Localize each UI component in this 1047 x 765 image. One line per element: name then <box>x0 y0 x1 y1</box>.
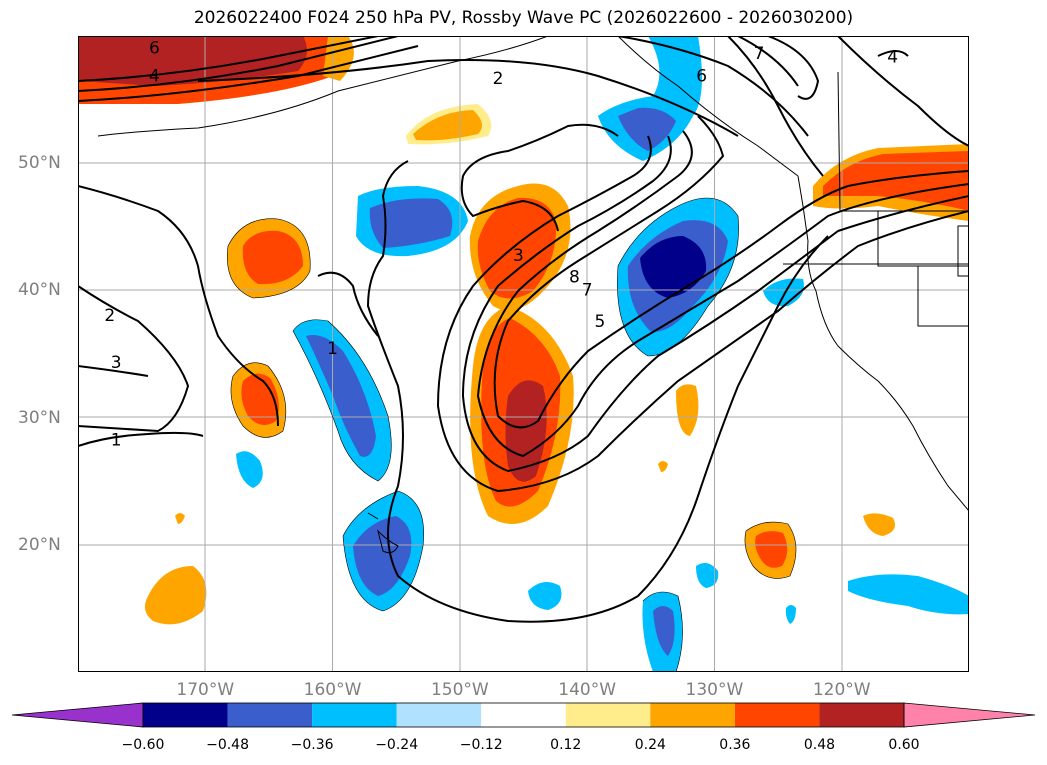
contour-label: 7 <box>754 44 765 64</box>
lon-tick-label: 170°W <box>176 680 235 700</box>
lat-tick-label: 40°N <box>18 280 61 301</box>
colorbar-tick-label: −0.12 <box>459 737 503 753</box>
shade-neg-south-core <box>353 516 412 596</box>
shade-neg-north <box>533 36 702 161</box>
colorbar-cell <box>819 703 904 727</box>
contour-label: 3 <box>111 353 122 373</box>
contour-label: 8 <box>569 268 580 288</box>
shade-neg-west-streak-core <box>306 335 376 457</box>
shade-neg-small-2 <box>528 582 562 610</box>
colorbar-tick-label: −0.24 <box>375 737 419 753</box>
colorbar-tick-label: 0.12 <box>550 737 582 753</box>
shade-neg-small-3-core <box>653 606 675 656</box>
contour-label: 2 <box>104 306 115 326</box>
colorbar-cell <box>650 703 735 727</box>
shade-pos-west-small-core <box>241 373 279 425</box>
coastlines <box>97 36 969 554</box>
colorbar-tick-label: 0.36 <box>719 737 751 753</box>
contour-label: 4 <box>149 67 160 87</box>
shade-pos-west-core <box>242 230 303 285</box>
shade-pos-small-2 <box>676 384 699 436</box>
contour-label: 2 <box>493 69 504 89</box>
shade-pos-small-4 <box>863 513 896 536</box>
colorbar-extend-min <box>11 702 144 728</box>
shade-neg-east-streak <box>848 574 969 615</box>
colorbar <box>11 702 1036 728</box>
colorbar-outline <box>142 702 905 728</box>
shade-pos-north-small-core <box>413 110 482 141</box>
lon-tick-label: 150°W <box>430 680 489 700</box>
contour-label: 5 <box>594 312 605 332</box>
shade-pos-small-3-core <box>755 531 788 568</box>
lon-tick-label: 160°W <box>303 680 362 700</box>
shade-pos-nw-edge <box>323 36 354 81</box>
pv-contours <box>78 36 969 623</box>
shade-pos-small-6 <box>658 461 668 472</box>
shade-neg-small-1 <box>236 451 263 488</box>
colorbar-cell <box>227 703 313 727</box>
contour-label: 1 <box>327 339 338 359</box>
colorbar-tick-label: −0.36 <box>290 737 334 753</box>
contour-label: 7 <box>582 280 593 300</box>
colorbar-cell <box>481 703 566 727</box>
shade-neg-small-6 <box>785 605 796 624</box>
colorbar-tick-label: −0.60 <box>121 737 165 753</box>
shade-neg-trough-core <box>640 236 707 298</box>
contour-label: 4 <box>887 48 898 68</box>
pv-shading <box>78 36 969 672</box>
shade-pos-central-south-max <box>505 380 547 482</box>
shade-neg-small-4 <box>696 562 719 588</box>
contour-label: 6 <box>149 39 160 59</box>
shade-outlines <box>227 197 797 672</box>
colorbar-tick-label: 0.60 <box>888 737 920 753</box>
graticule <box>78 36 969 672</box>
shade-pos-east-core <box>823 151 969 211</box>
contour-label: 6 <box>696 67 707 87</box>
shade-pos-small-1 <box>144 566 207 625</box>
lat-tick-label: 30°N <box>18 407 61 428</box>
shade-neg-north-core <box>618 107 676 151</box>
lon-tick-label: 130°W <box>685 680 744 700</box>
colorbar-cell <box>734 703 820 727</box>
contour-label: 1 <box>111 430 122 450</box>
colorbar-tick-label: −0.48 <box>206 737 249 753</box>
chart-title: 2026022400 F024 250 hPa PV, Rossby Wave … <box>193 8 854 28</box>
lat-tick-label: 20°N <box>18 534 61 555</box>
colorbar-cell <box>312 703 397 727</box>
shade-pos-nw-core <box>78 36 307 86</box>
colorbar-tick-label: 0.24 <box>634 737 666 753</box>
lon-tick-label: 140°W <box>558 680 617 700</box>
shade-neg-small-5 <box>763 278 804 307</box>
colorbar-tick-label: 0.48 <box>803 737 836 753</box>
shade-neg-mid-core <box>369 198 453 248</box>
lat-tick-label: 50°N <box>18 153 61 174</box>
colorbar-cell <box>565 703 651 727</box>
colorbar-cell <box>143 703 228 727</box>
colorbar-cells <box>11 702 1036 728</box>
lon-tick-label: 120°W <box>812 680 871 700</box>
colorbar-extend-max <box>903 702 1036 728</box>
contour-label: 3 <box>513 246 524 266</box>
colorbar-cell <box>396 703 482 727</box>
shade-pos-small-5 <box>175 513 185 524</box>
